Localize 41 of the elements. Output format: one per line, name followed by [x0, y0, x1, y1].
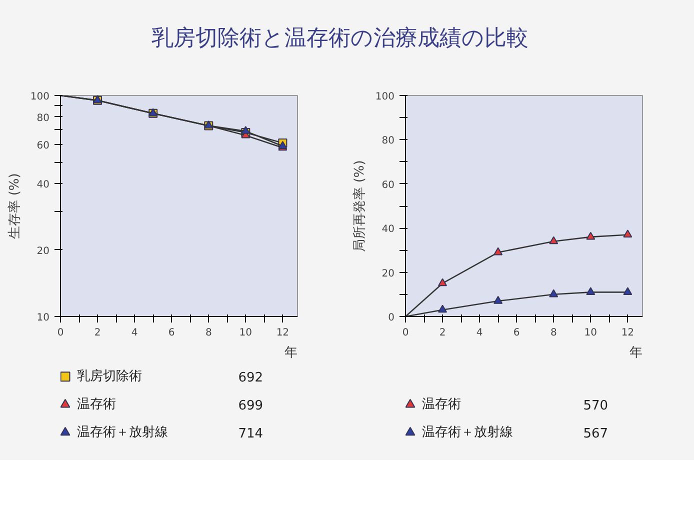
y-tick-label: 60: [382, 180, 395, 191]
y-tick-label: 20: [36, 246, 50, 257]
legend-label: 乳房切除術: [77, 368, 142, 384]
x-tick-label: 10: [584, 328, 598, 338]
y-tick-label: 80: [382, 136, 395, 147]
y-tick-label: 0: [388, 312, 395, 324]
text: 570: [583, 398, 608, 414]
text: 567: [583, 426, 608, 442]
x-tick-label: 2: [94, 328, 101, 338]
legend-label: 温存術＋放射線: [422, 425, 514, 440]
x-tick-label: 8: [205, 328, 212, 338]
x-tick-label: 2: [439, 328, 446, 338]
legend-label: 温存術＋放射線: [77, 425, 168, 440]
y-axis-title: 局所再発率 (%): [351, 160, 368, 252]
x-tick-label: 4: [476, 328, 483, 338]
y-tick-label: 40: [382, 224, 395, 236]
text: 699: [238, 398, 264, 414]
y-tick-label: 20: [382, 268, 395, 280]
legend-label: 温存術: [77, 397, 116, 412]
y-tick-label: 100: [375, 92, 395, 102]
y-axis-title: 生存率 (%): [6, 173, 22, 239]
y-tick-label: 40: [36, 179, 50, 190]
x-axis-title: 年: [630, 346, 642, 360]
x-tick-label: 6: [168, 328, 175, 338]
x-tick-label: 8: [550, 328, 557, 338]
legend-label: 温存術: [422, 397, 462, 412]
y-tick-label: 80: [36, 112, 50, 124]
text: 692: [238, 370, 264, 386]
x-tick-label: 12: [276, 328, 290, 338]
x-tick-label: 0: [57, 328, 64, 338]
y-tick-label: 100: [30, 92, 50, 102]
x-tick-label: 12: [621, 328, 634, 338]
chart-title: 乳房切除術と温存術の治療成績の比較: [150, 25, 530, 53]
x-tick-label: 4: [131, 328, 138, 338]
x-tick-label: 6: [513, 328, 520, 338]
y-tick-label: 60: [36, 140, 50, 152]
y-tick-label: 10: [36, 312, 50, 324]
x-tick-label: 0: [402, 328, 409, 338]
x-tick-label: 10: [239, 328, 252, 338]
x-axis-title: 年: [284, 346, 298, 360]
text: 714: [238, 426, 264, 442]
